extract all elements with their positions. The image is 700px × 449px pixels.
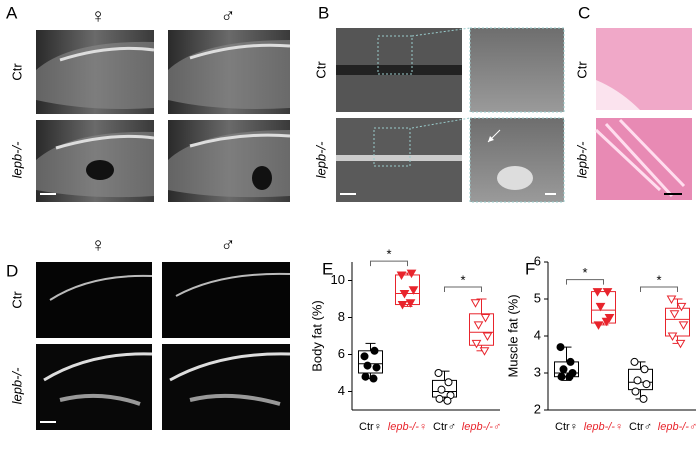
y-axis-label: Muscle fat (%) <box>505 294 520 377</box>
row-label: lepb-/- <box>9 141 24 179</box>
data-point <box>595 302 606 312</box>
row-label: lepb-/- <box>9 367 24 405</box>
x-tick-label: lepb-/-♂ <box>658 421 697 433</box>
data-point <box>434 369 443 377</box>
data-point <box>361 372 370 381</box>
row-label: Ctr <box>574 61 589 79</box>
y-tick-label: 4 <box>338 383 345 398</box>
x-tick-label: lepb-/-♀ <box>388 421 427 433</box>
data-point <box>639 394 648 403</box>
column-label: ♀ <box>91 5 106 27</box>
significance-bracket <box>370 260 408 267</box>
x-tick-label: Ctr♀ <box>359 421 382 433</box>
data-point <box>470 299 481 308</box>
panel-label: A <box>6 3 18 22</box>
y-tick-label: 6 <box>338 346 345 361</box>
data-point <box>360 352 369 361</box>
data-point <box>473 321 484 330</box>
data-point <box>667 332 678 342</box>
panel-label: B <box>318 3 329 22</box>
row-label: lepb-/- <box>313 141 328 179</box>
x-tick-label: Ctr♂ <box>433 421 456 433</box>
y-tick-label: 10 <box>331 272 345 287</box>
data-point <box>557 372 566 381</box>
data-point <box>633 376 642 385</box>
significance-label: * <box>582 265 587 280</box>
y-tick-label: 6 <box>534 253 541 268</box>
data-point <box>676 302 687 312</box>
data-point <box>437 385 446 394</box>
data-point <box>406 269 417 279</box>
y-tick-label: 2 <box>534 401 541 416</box>
column-label: ♀ <box>91 234 106 256</box>
y-axis-label: Body fat (%) <box>309 300 324 372</box>
significance-label: * <box>386 247 391 262</box>
x-tick-label: lepb-/-♀ <box>584 421 623 433</box>
data-point <box>602 288 613 297</box>
panel-label: C <box>578 3 590 22</box>
x-tick-label: lepb-/-♂ <box>462 421 501 433</box>
significance-label: * <box>656 272 661 287</box>
y-tick-label: 8 <box>338 309 345 324</box>
data-point <box>405 299 416 308</box>
significance-label: * <box>460 272 465 287</box>
significance-bracket <box>444 286 482 292</box>
data-point <box>669 310 680 319</box>
y-tick-label: 3 <box>534 364 541 379</box>
column-label: ♂ <box>221 5 236 27</box>
data-point <box>363 361 372 370</box>
data-point <box>443 396 452 405</box>
data-point <box>479 347 490 356</box>
data-point <box>630 357 639 366</box>
data-point <box>435 394 444 403</box>
data-point <box>593 321 604 330</box>
data-point <box>408 286 419 295</box>
y-tick-label: 5 <box>534 290 541 305</box>
data-point <box>399 289 410 299</box>
panel-label: E <box>322 259 333 278</box>
histology-images-c <box>594 28 692 200</box>
row-label: lepb-/- <box>574 141 589 179</box>
row-label: Ctr <box>9 291 24 309</box>
data-point <box>369 374 378 383</box>
data-point <box>565 372 574 381</box>
panel-label: D <box>6 261 18 280</box>
data-point <box>592 288 603 297</box>
significance-bracket <box>640 286 678 292</box>
data-point <box>482 332 493 342</box>
panel-label: F <box>525 259 535 278</box>
data-point <box>396 271 407 280</box>
data-point <box>666 295 677 305</box>
data-point <box>471 339 482 349</box>
y-tick-label: 4 <box>534 327 541 342</box>
data-point <box>370 346 379 355</box>
x-tick-label: Ctr♂ <box>629 421 652 433</box>
data-point <box>444 378 453 387</box>
column-label: ♂ <box>221 234 236 256</box>
data-point <box>642 380 651 389</box>
data-point <box>480 314 491 323</box>
data-point <box>678 321 689 330</box>
data-point <box>556 343 565 352</box>
data-point <box>631 387 640 396</box>
data-point <box>559 365 568 374</box>
data-point <box>372 363 381 372</box>
data-point <box>640 365 649 374</box>
data-point <box>566 357 575 366</box>
significance-bracket <box>566 279 604 285</box>
mri-images-d <box>36 262 291 430</box>
data-point <box>397 301 408 310</box>
row-label: Ctr <box>9 63 24 81</box>
data-point <box>601 317 612 327</box>
data-point <box>675 339 686 349</box>
x-tick-label: Ctr♀ <box>555 421 578 433</box>
mri-images-b <box>336 27 565 203</box>
row-label: Ctr <box>313 61 328 79</box>
mri-images-a <box>36 30 291 202</box>
